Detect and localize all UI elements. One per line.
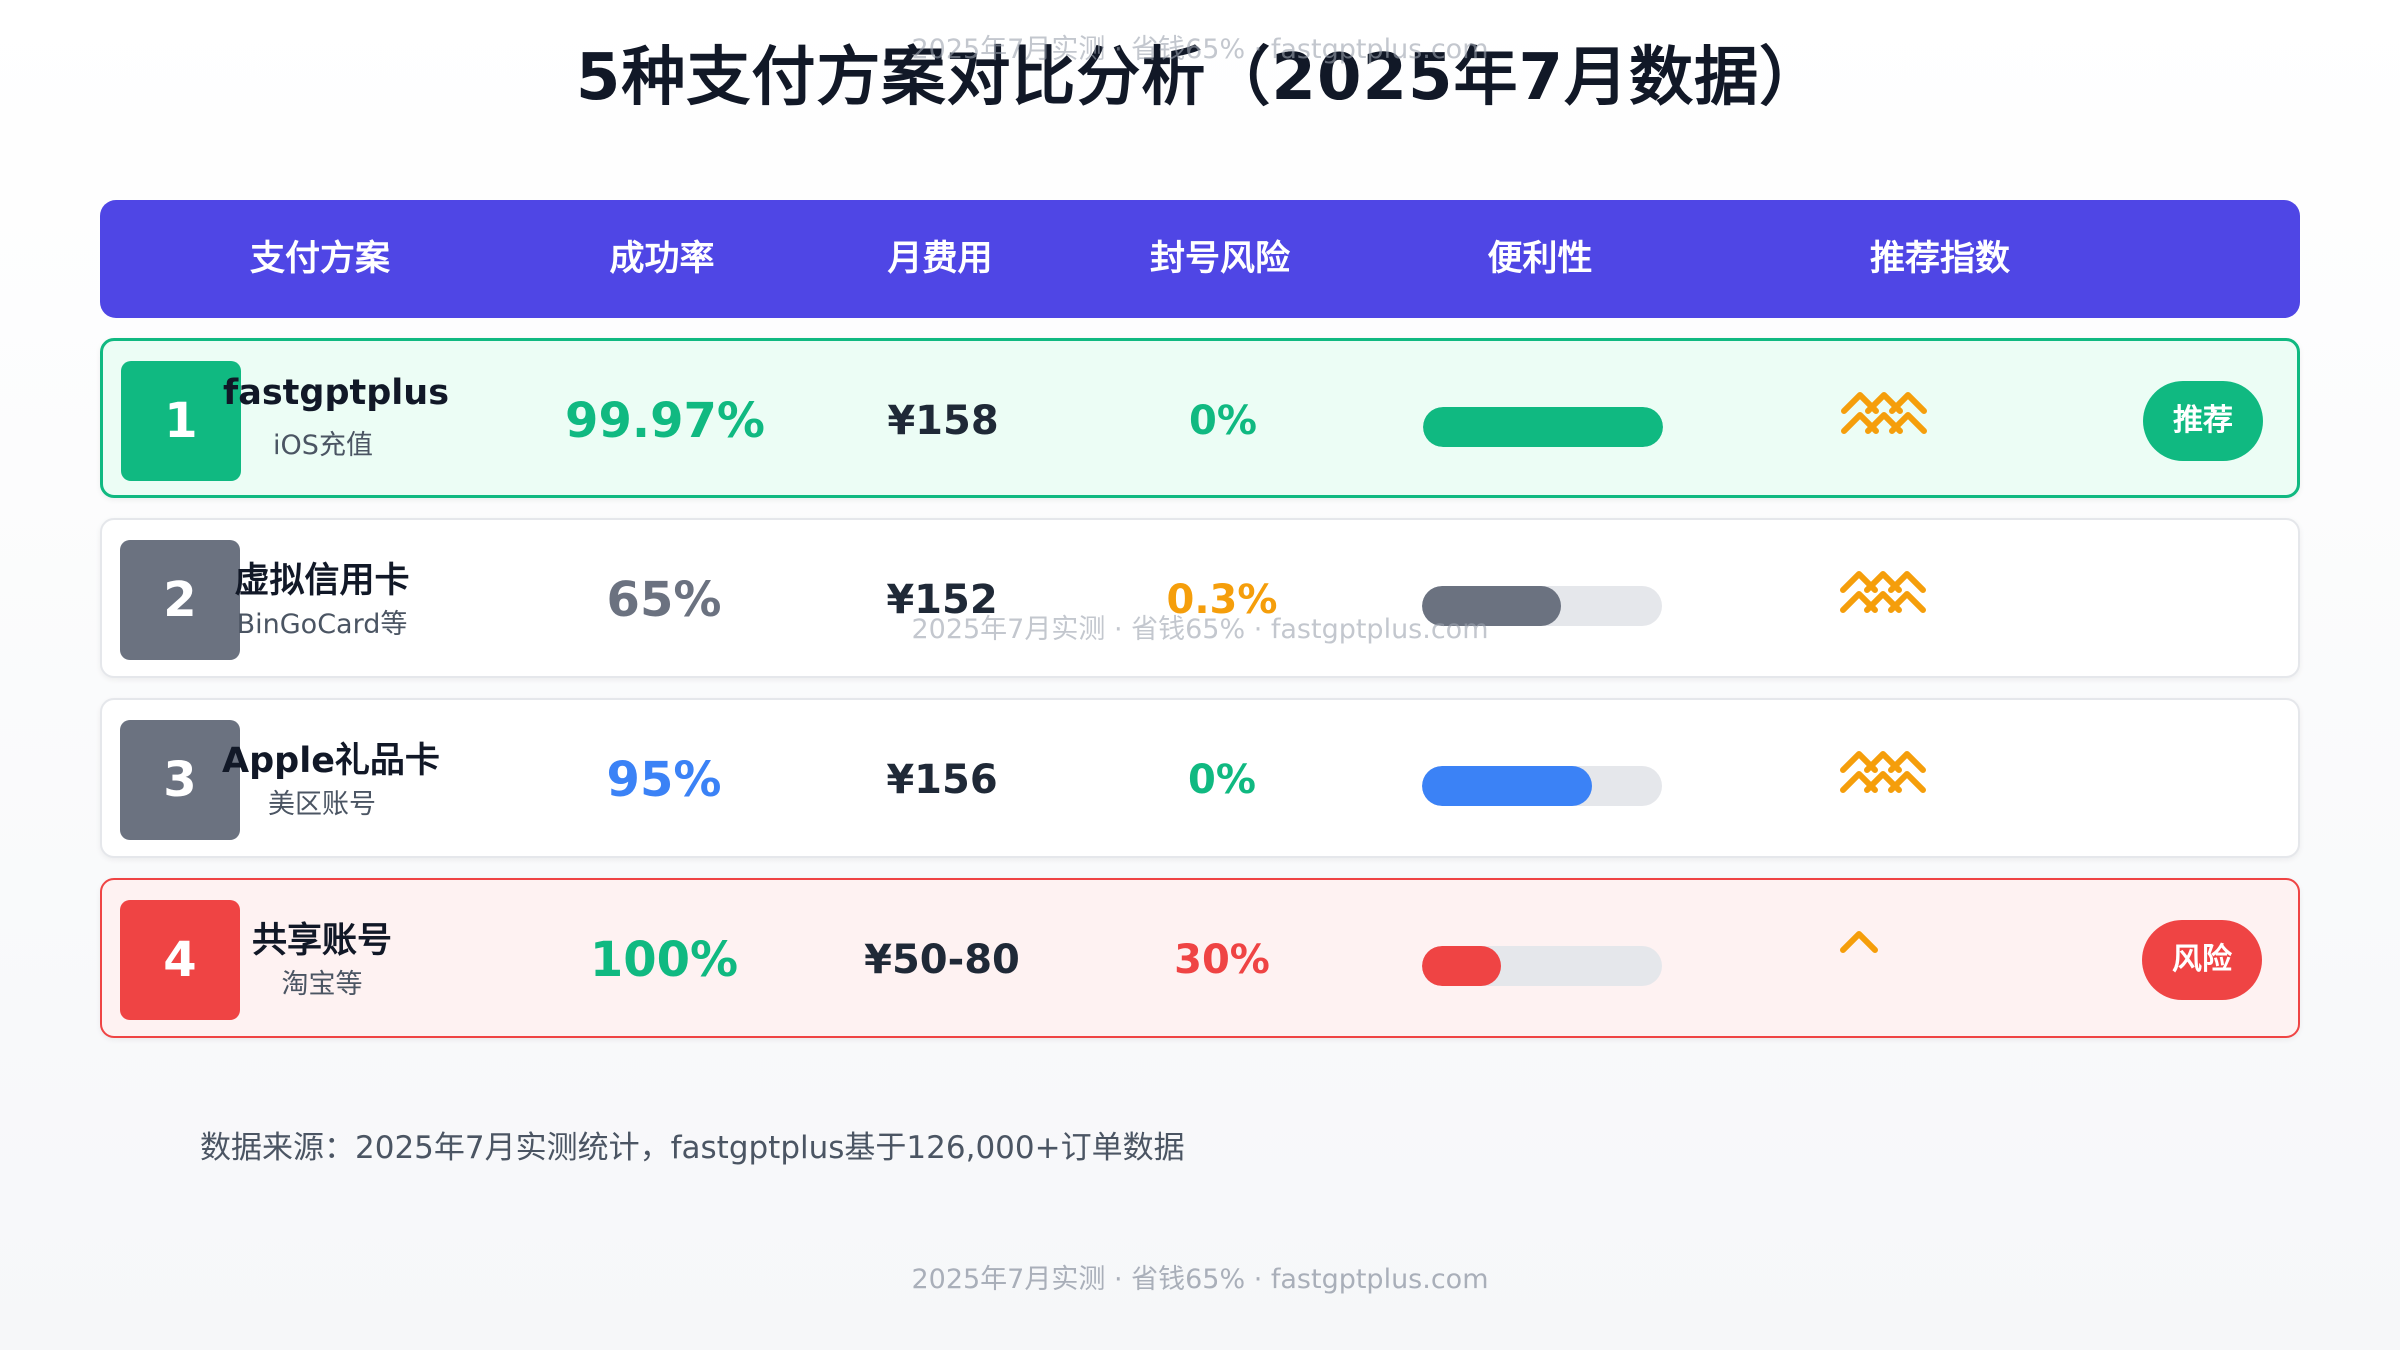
header-success-rate: 成功率 — [609, 239, 715, 279]
convenience-bar — [1422, 766, 1662, 806]
header-monthly-fee: 月费用 — [887, 239, 993, 279]
convenience-bar-fill — [1422, 766, 1593, 806]
watermark-middle: 2025年7月实测 · 省钱65% · fastgptplus.com — [911, 614, 1489, 645]
convenience-bar — [1422, 586, 1662, 626]
plan-name: Apple礼品卡 — [222, 741, 440, 781]
plan-subtitle: BinGoCard等 — [236, 609, 408, 640]
monthly-fee: ¥152 — [886, 577, 998, 623]
table-row: 4 共享账号 淘宝等 100% ¥50-80 30% 风险 — [100, 878, 2300, 1038]
convenience-bar-fill — [1422, 586, 1562, 626]
plan-name: 共享账号 — [251, 921, 392, 961]
plan-name: fastgptplus — [223, 373, 450, 413]
rank-badge: 1 — [121, 361, 241, 481]
watermark-top: 2025年7月实测 · 省钱65% · fastgptplus.com — [911, 34, 1489, 65]
header-ban-risk: 封号风险 — [1149, 239, 1291, 279]
success-rate: 100% — [589, 932, 739, 988]
data-source-note: 数据来源：2025年7月实测统计，fastgptplus基于126,000+订单… — [200, 1130, 1185, 1166]
plan-name: 虚拟信用卡 — [234, 561, 410, 601]
success-rate: 65% — [606, 572, 722, 628]
header-convenience: 便利性 — [1487, 239, 1593, 279]
rank-badge: 2 — [120, 540, 240, 660]
table-row: 2 虚拟信用卡 BinGoCard等 65% ¥152 0.3% — [100, 518, 2300, 678]
ban-risk: 0% — [1188, 757, 1256, 803]
watermark-bottom: 2025年7月实测 · 省钱65% · fastgptplus.com — [911, 1264, 1489, 1295]
table-row: 3 Apple礼品卡 美区账号 95% ¥156 0% — [100, 698, 2300, 858]
single-chevron-up-icon — [1840, 931, 1878, 953]
recommend-badge: 推荐 — [2143, 381, 2263, 461]
success-rate: 95% — [606, 752, 722, 808]
rank-badge: 4 — [120, 900, 240, 1020]
convenience-bar — [1422, 946, 1662, 986]
convenience-bar-fill — [1423, 407, 1663, 447]
risk-badge: 风险 — [2142, 920, 2262, 1000]
rank-badge: 3 — [120, 720, 240, 840]
table-header: 支付方案 成功率 月费用 封号风险 便利性 推荐指数 — [100, 200, 2300, 318]
table-row: 1 fastgptplus iOS充值 99.97% ¥158 0% 推荐 — [100, 338, 2300, 498]
ban-risk: 0.3% — [1166, 577, 1278, 623]
plan-subtitle: 美区账号 — [268, 789, 376, 820]
plan-subtitle: 淘宝等 — [281, 969, 363, 1000]
convenience-bar-fill — [1422, 946, 1502, 986]
header-recommend-index: 推荐指数 — [1869, 239, 2011, 279]
plan-subtitle: iOS充值 — [273, 430, 373, 461]
ban-risk: 30% — [1174, 937, 1270, 983]
page-title: 5种支付方案对比分析（2025年7月数据） — [575, 41, 1825, 115]
monthly-fee: ¥156 — [886, 757, 998, 803]
monthly-fee: ¥50-80 — [864, 937, 1020, 983]
ban-risk: 0% — [1189, 398, 1257, 444]
header-payment-plan: 支付方案 — [249, 239, 391, 279]
success-rate: 99.97% — [565, 393, 765, 449]
triple-chevron-up-icon — [1841, 392, 1927, 434]
convenience-bar — [1423, 407, 1663, 447]
triple-chevron-up-icon — [1840, 751, 1926, 793]
monthly-fee: ¥158 — [887, 398, 999, 444]
triple-chevron-up-icon — [1840, 571, 1926, 613]
